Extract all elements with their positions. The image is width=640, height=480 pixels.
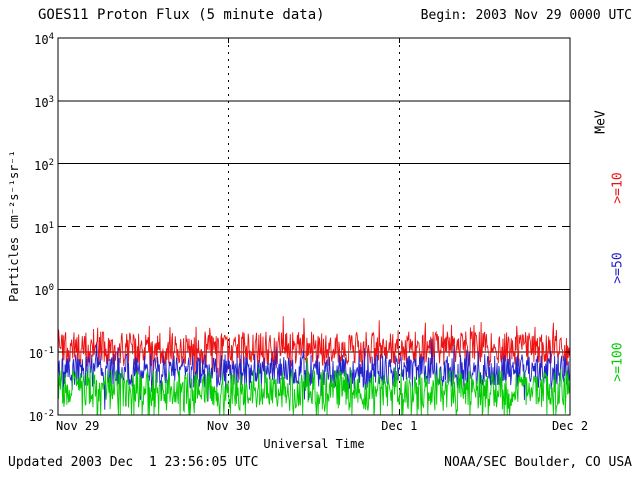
chart-title: GOES11 Proton Flux (5 minute data) bbox=[38, 7, 325, 23]
updated-timestamp-label: Updated 2003 Dec 1 23:56:05 UTC bbox=[8, 455, 259, 470]
y-tick-label-10e2: 102 bbox=[34, 157, 54, 173]
y-tick-label-10e0: 100 bbox=[34, 283, 54, 299]
x-tick-label-dec-2: Dec 2 bbox=[551, 419, 589, 433]
right-axis-series-label-100: >=100 bbox=[610, 342, 626, 382]
right-axis-unit-label: MeV bbox=[593, 110, 609, 134]
series-50-path bbox=[57, 338, 571, 410]
y-tick-label-10e4: 104 bbox=[34, 32, 54, 47]
x-tick-label-nov-29: Nov 29 bbox=[56, 419, 100, 433]
y-tick-label-10e-1: 10-1 bbox=[28, 346, 54, 362]
begin-timestamp-label: Begin: 2003 Nov 29 0000 UTC bbox=[420, 8, 632, 23]
credit-label: NOAA/SEC Boulder, CO USA bbox=[444, 455, 632, 470]
x-axis-label: Universal Time bbox=[263, 437, 365, 451]
right-axis-series-label-50: >=50 bbox=[610, 252, 626, 284]
x-tick-label-nov-30: Nov 30 bbox=[206, 419, 251, 433]
x-tick-label-dec-1: Dec 1 bbox=[381, 419, 418, 433]
series-100-path bbox=[57, 357, 571, 416]
y-tick-label-10e1: 101 bbox=[34, 220, 54, 236]
y-tick-label-10e-2: 10-2 bbox=[28, 409, 54, 424]
series-10-path bbox=[57, 316, 571, 384]
y-tick-label-10e3: 103 bbox=[34, 94, 54, 110]
right-axis-series-label-10: >=10 bbox=[610, 172, 626, 204]
